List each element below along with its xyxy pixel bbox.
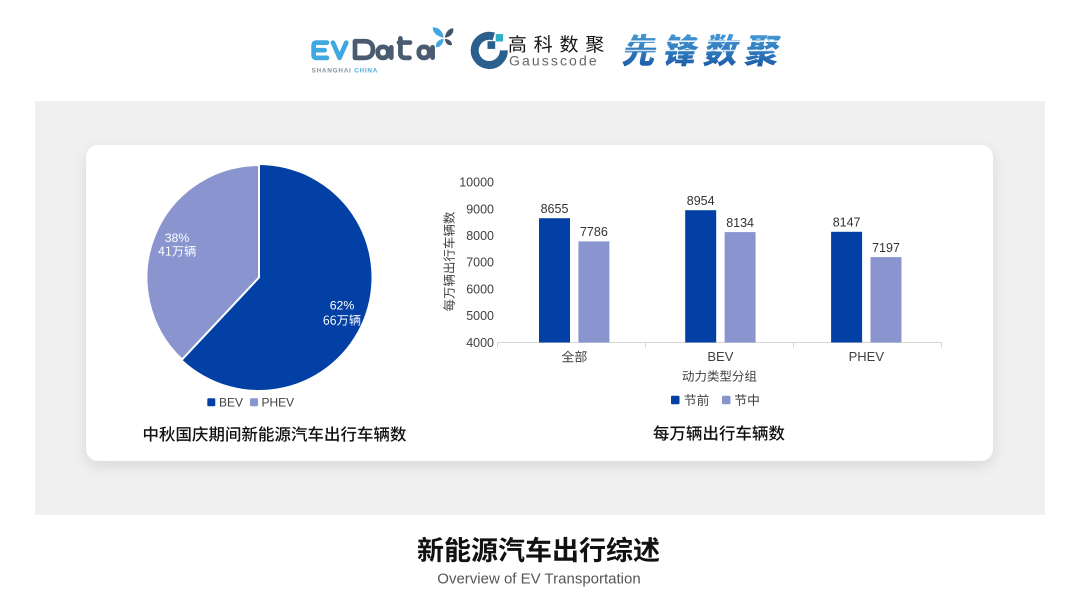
- svg-text:SHANGHAI CHINA: SHANGHAI CHINA: [312, 68, 379, 75]
- svg-text:8954: 8954: [687, 194, 715, 208]
- svg-text:BEV: BEV: [219, 395, 243, 409]
- svg-text:7197: 7197: [872, 241, 900, 255]
- svg-text:8147: 8147: [833, 216, 861, 230]
- svg-text:BEV: BEV: [707, 349, 733, 364]
- svg-text:9000: 9000: [466, 202, 494, 216]
- svg-text:Gausscode: Gausscode: [509, 53, 599, 69]
- svg-text:8000: 8000: [466, 229, 494, 243]
- svg-text:5000: 5000: [466, 309, 494, 323]
- svg-text:PHEV: PHEV: [262, 395, 295, 409]
- svg-text:38%: 38%: [165, 231, 190, 245]
- svg-text:7786: 7786: [580, 225, 608, 239]
- svg-text:6000: 6000: [466, 282, 494, 296]
- svg-text:Overview of EV Transportation: Overview of EV Transportation: [437, 571, 640, 588]
- svg-text:10000: 10000: [459, 176, 494, 190]
- svg-text:62%: 62%: [330, 299, 355, 313]
- svg-text:8134: 8134: [726, 216, 754, 230]
- svg-text:8655: 8655: [541, 202, 569, 216]
- svg-text:PHEV: PHEV: [849, 349, 885, 364]
- svg-text:4000: 4000: [466, 336, 494, 350]
- svg-text:7000: 7000: [466, 256, 494, 270]
